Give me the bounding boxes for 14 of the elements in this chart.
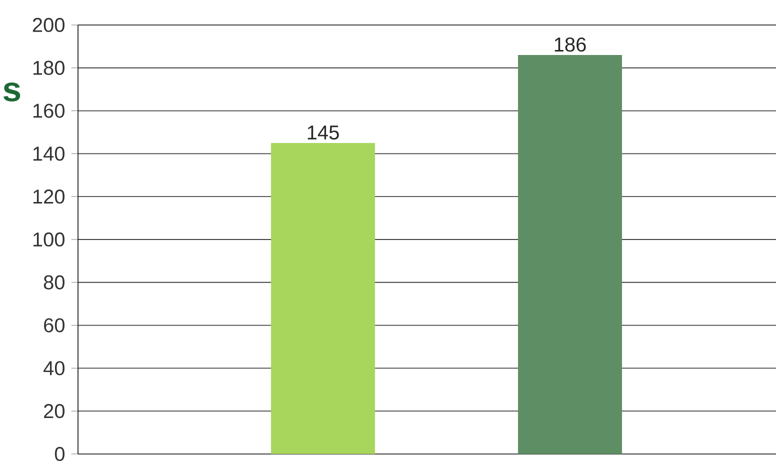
y-tick-label: 60 bbox=[44, 318, 64, 332]
y-tick-label: 80 bbox=[44, 275, 64, 290]
y-tick-label: 120 bbox=[33, 190, 64, 204]
y-tick-label: 20 bbox=[44, 404, 64, 418]
y-tick-label: 100 bbox=[33, 232, 64, 247]
data-label: 186 bbox=[554, 37, 586, 52]
y-tick-label: 160 bbox=[33, 104, 64, 118]
y-tick-label: 40 bbox=[44, 361, 64, 376]
y-tick-label: 0 bbox=[54, 446, 64, 462]
y-tick-label: 180 bbox=[33, 60, 64, 75]
y-tick-label: 140 bbox=[33, 146, 64, 161]
y-tick-label: 200 bbox=[32, 18, 64, 32]
data-label: 145 bbox=[308, 126, 339, 140]
text: s bbox=[3, 82, 20, 102]
